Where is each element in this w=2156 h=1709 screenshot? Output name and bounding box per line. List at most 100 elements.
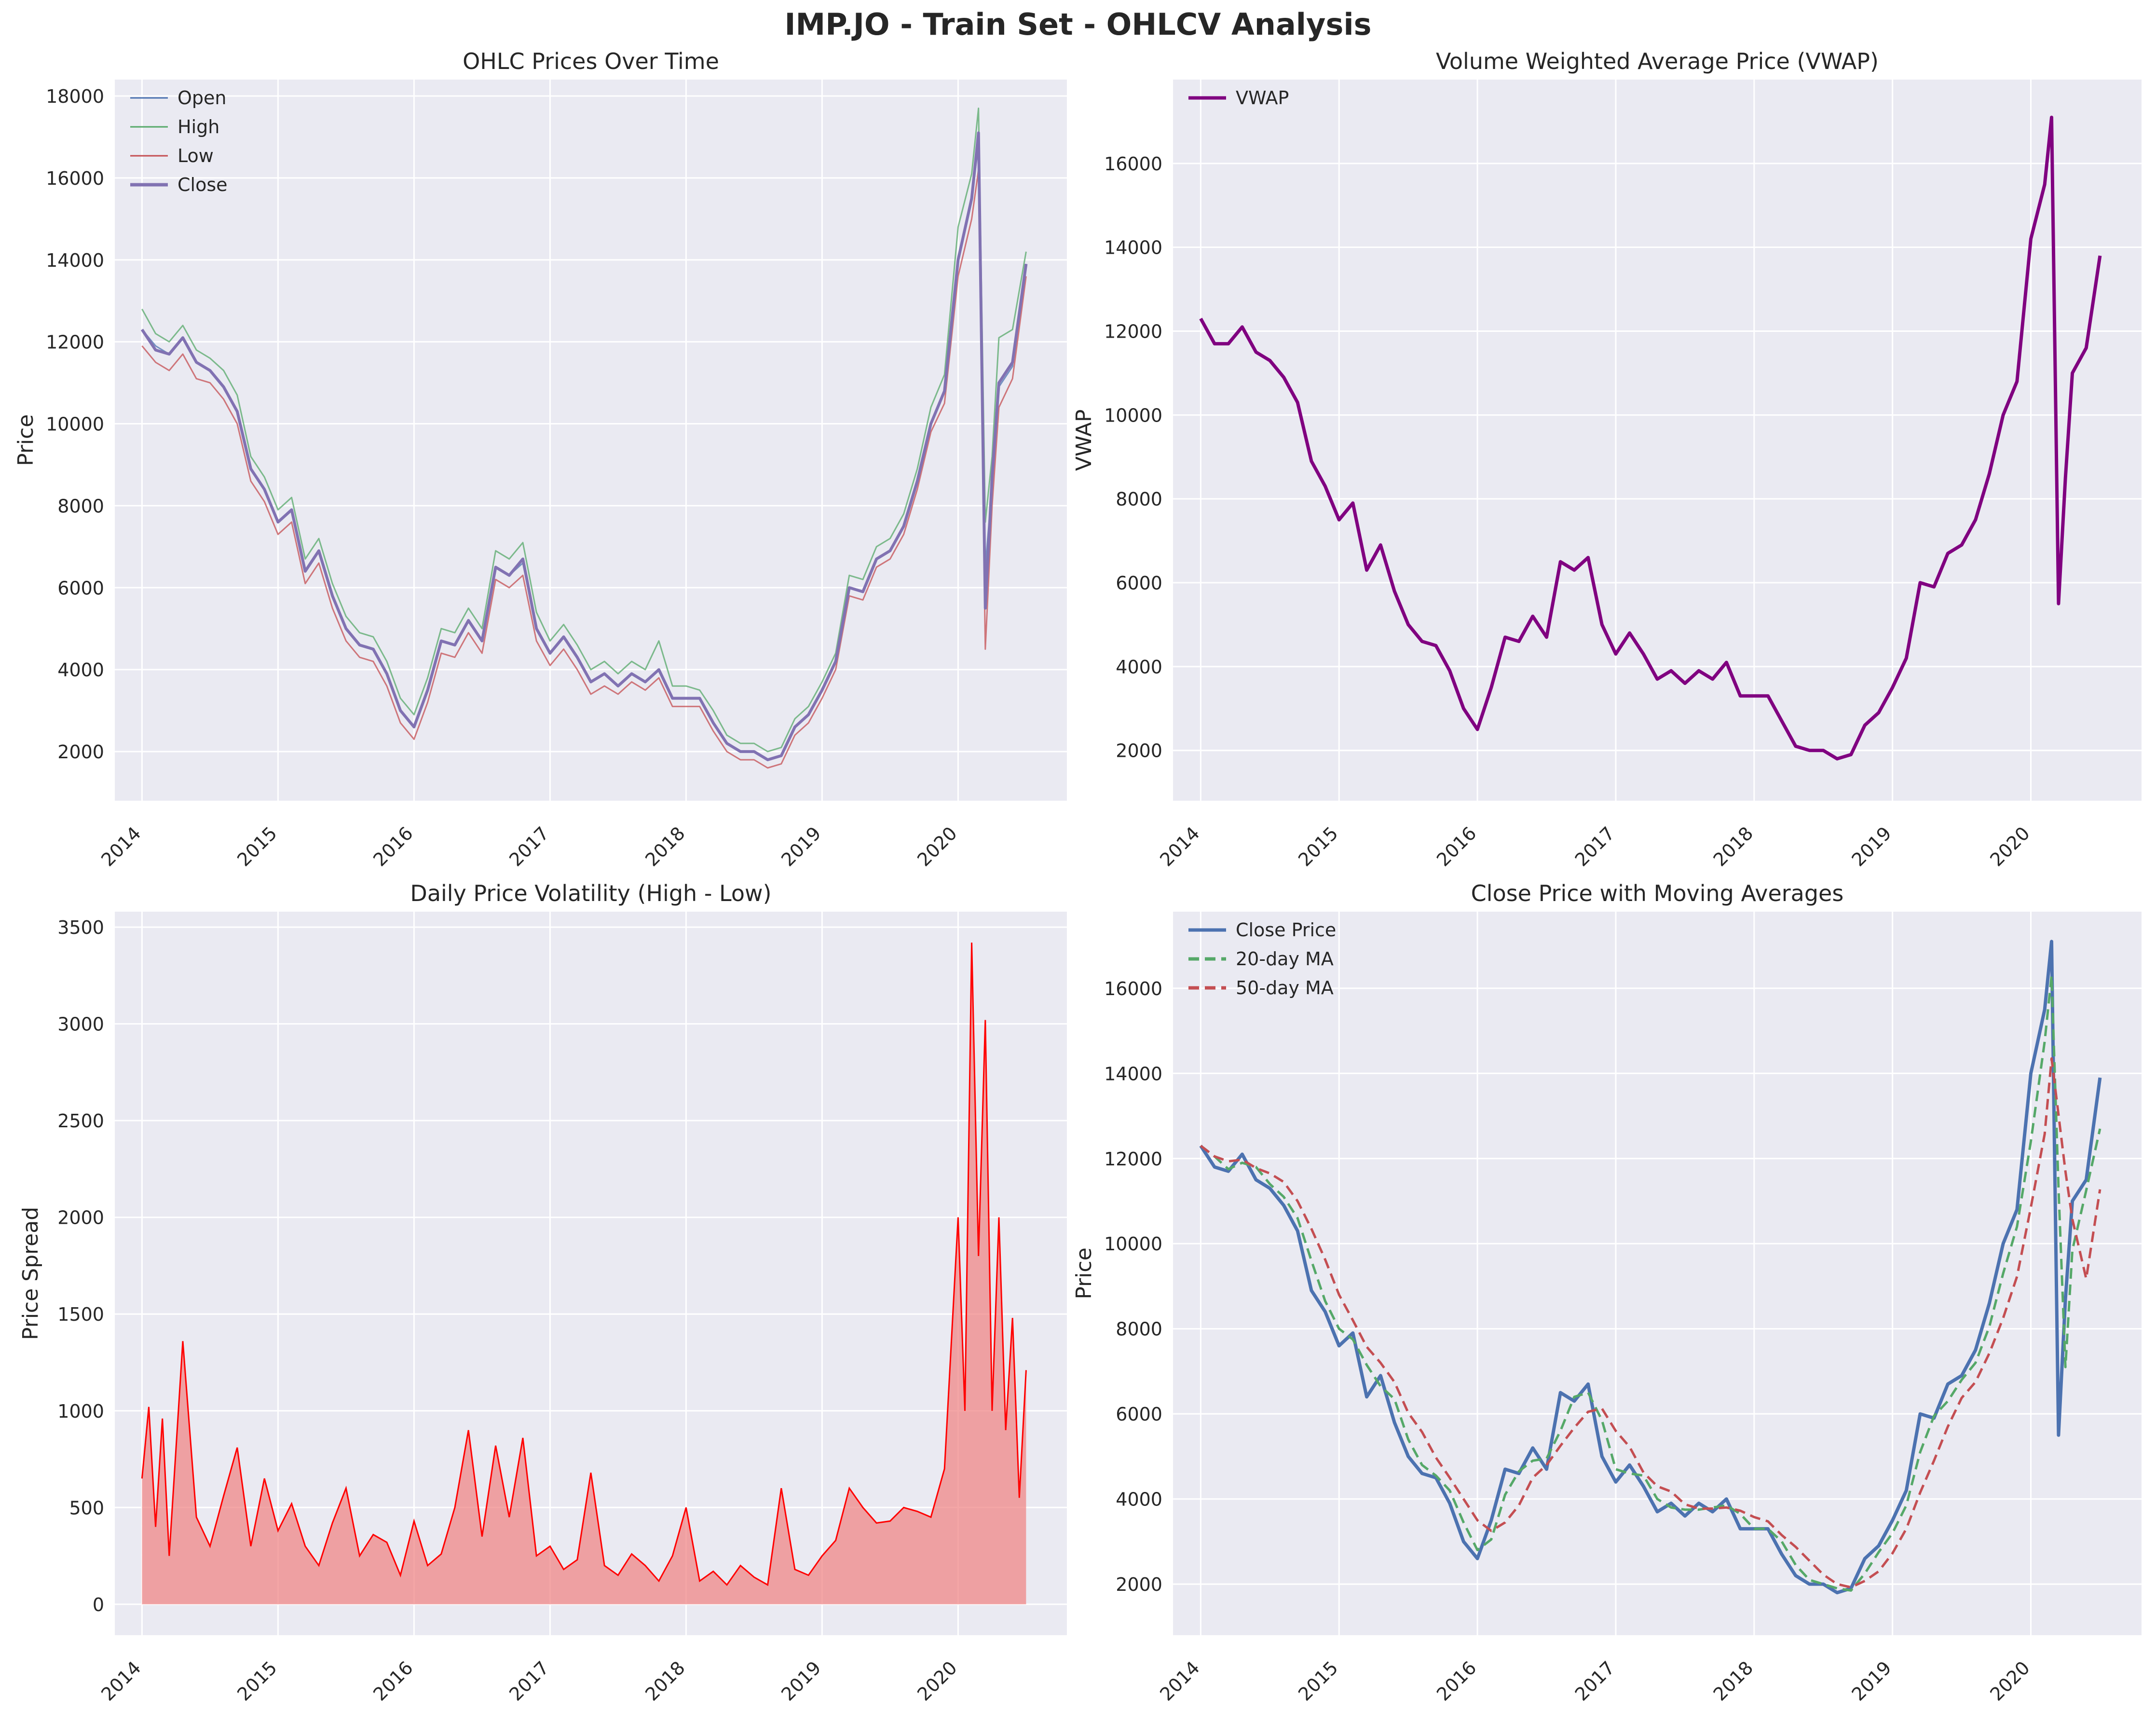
- x-tick-label: 2015: [233, 822, 281, 871]
- y-tick-label: 10000: [46, 414, 104, 435]
- x-tick-label: 2015: [233, 1657, 281, 1705]
- legend-label: 20-day MA: [1236, 948, 1334, 970]
- x-tick-label: 2019: [777, 822, 825, 871]
- y-tick-label: 8000: [57, 495, 104, 517]
- subplot-title: OHLC Prices Over Time: [463, 48, 719, 74]
- legend-label: Low: [177, 145, 214, 166]
- y-tick-label: 3500: [57, 917, 104, 938]
- x-tick-label: 2016: [1433, 822, 1481, 871]
- x-tick-label: 2017: [1571, 1657, 1619, 1705]
- x-tick-label: 2019: [1848, 1657, 1896, 1705]
- legend-label: Close: [177, 174, 228, 195]
- series-line-close: [140, 131, 1028, 762]
- x-tick-label: 2016: [369, 1657, 417, 1705]
- series-line-high: [141, 108, 1027, 752]
- subplot-title: Daily Price Volatility (High - Low): [410, 880, 771, 906]
- y-tick-label: 2000: [1116, 740, 1162, 762]
- y-tick-label: 14000: [1104, 237, 1162, 259]
- subplot-title: Close Price with Moving Averages: [1471, 880, 1844, 906]
- x-tick-label: 2018: [641, 822, 689, 871]
- legend-label: 50-day MA: [1236, 977, 1334, 998]
- series-line-vwap: [1199, 115, 2102, 761]
- y-tick-label: 2000: [1116, 1574, 1162, 1595]
- y-tick-label: 8000: [1116, 489, 1162, 510]
- y-axis-label: Price Spread: [18, 1207, 43, 1340]
- x-tick-label: 2020: [913, 822, 961, 871]
- legend: Open High Low Close: [130, 87, 228, 195]
- y-tick-label: 12000: [46, 332, 104, 353]
- x-tick-label: 2015: [1294, 822, 1342, 871]
- subplot-ohlc: 2000 4000 6000 8000 10000 12000 14000 16000 1800…: [14, 48, 1067, 871]
- x-tick-label: 2018: [641, 1657, 689, 1705]
- y-tick-label: 14000: [1104, 1063, 1162, 1084]
- y-tick-label: 16000: [46, 168, 104, 189]
- x-tick-label: 2018: [1709, 822, 1758, 871]
- plot-area: [141, 943, 1027, 1604]
- series-line-50-day-ma: [1200, 1057, 2101, 1589]
- x-tick-label: 2015: [1294, 1657, 1342, 1705]
- y-tick-label: 18000: [46, 86, 104, 107]
- plot-area: [1199, 940, 2102, 1595]
- figure-title: IMP.JO - Train Set - OHLCV Analysis: [784, 7, 1372, 42]
- legend-label: VWAP: [1236, 87, 1289, 109]
- y-tick-label: 14000: [46, 250, 104, 271]
- y-tick-label: 500: [69, 1497, 104, 1518]
- x-tick-label: 2018: [1709, 1657, 1758, 1705]
- plot-area: [1199, 115, 2102, 761]
- y-tick-label: 1500: [57, 1304, 104, 1325]
- x-tick-label: 2020: [913, 1657, 961, 1705]
- y-tick-label: 12000: [1104, 1148, 1162, 1170]
- y-tick-label: 10000: [1104, 1233, 1162, 1255]
- x-tick-label: 2014: [97, 822, 145, 871]
- y-tick-label: 4000: [57, 659, 104, 681]
- y-tick-label: 0: [93, 1594, 104, 1615]
- legend: VWAP: [1188, 87, 1289, 109]
- subplot-ma: 2000 4000 6000 8000 10000 12000 14000 16000 2014…: [1072, 880, 2142, 1705]
- legend-label: High: [177, 116, 219, 137]
- spread-area: [142, 943, 1026, 1604]
- series-line-low: [141, 169, 1027, 769]
- y-tick-label: 4000: [1116, 656, 1162, 678]
- subplot-title: Volume Weighted Average Price (VWAP): [1436, 48, 1879, 74]
- x-tick-label: 2014: [97, 1657, 145, 1705]
- y-tick-label: 10000: [1104, 405, 1162, 426]
- y-tick-label: 2500: [57, 1110, 104, 1132]
- x-tick-label: 2020: [1986, 822, 2034, 871]
- y-axis-label: VWAP: [1072, 410, 1096, 471]
- axes-background: [1173, 912, 2142, 1635]
- legend-label: Close Price: [1236, 919, 1336, 941]
- x-tick-label: 2017: [505, 1657, 553, 1705]
- x-tick-label: 2019: [777, 1657, 825, 1705]
- x-tick-label: 2019: [1848, 822, 1896, 871]
- legend: Close Price 20-day MA 50-day MA: [1188, 919, 1336, 998]
- y-tick-label: 16000: [1104, 153, 1162, 175]
- legend-label: Open: [177, 87, 227, 109]
- y-tick-label: 16000: [1104, 978, 1162, 999]
- y-tick-label: 3000: [57, 1014, 104, 1035]
- x-tick-label: 2016: [369, 822, 417, 871]
- plot-area: [140, 108, 1028, 769]
- y-tick-label: 12000: [1104, 321, 1162, 342]
- x-tick-label: 2016: [1433, 1657, 1481, 1705]
- x-tick-label: 2014: [1156, 1657, 1204, 1705]
- subplot-spread: 0 500 1000 1500 2000 2500 3000 3500 2014 2015 2016…: [18, 880, 1067, 1705]
- y-tick-label: 2000: [57, 741, 104, 763]
- y-tick-label: 2000: [57, 1207, 104, 1229]
- y-tick-label: 6000: [57, 577, 104, 599]
- x-tick-label: 2017: [505, 822, 553, 871]
- y-axis-label: Price: [1072, 1247, 1096, 1299]
- series-line-20-day-ma: [1200, 974, 2101, 1592]
- y-tick-label: 1000: [57, 1401, 104, 1422]
- y-tick-label: 8000: [1116, 1319, 1162, 1340]
- x-tick-label: 2014: [1156, 822, 1204, 871]
- spread-line: [141, 943, 1027, 1586]
- x-tick-label: 2020: [1986, 1657, 2034, 1705]
- y-axis-label: Price: [14, 414, 38, 466]
- y-tick-label: 4000: [1116, 1489, 1162, 1510]
- x-tick-label: 2017: [1571, 822, 1619, 871]
- y-tick-label: 6000: [1116, 1404, 1162, 1425]
- y-tick-label: 6000: [1116, 573, 1162, 594]
- subplot-vwap: 2000 4000 6000 8000 10000 12000 14000 16000 2014…: [1072, 48, 2142, 871]
